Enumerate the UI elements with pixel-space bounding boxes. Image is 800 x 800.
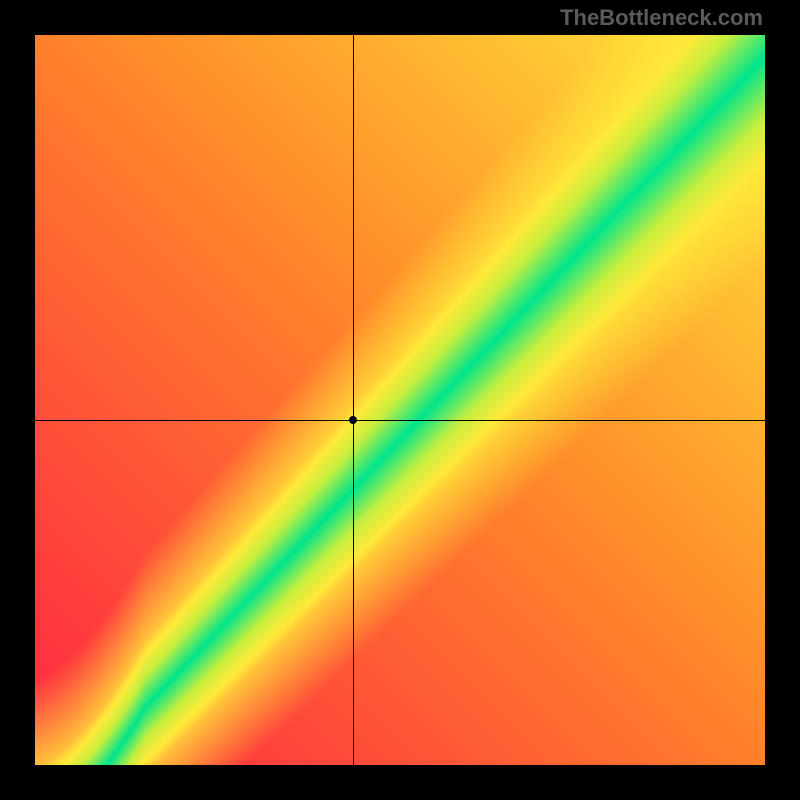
heatmap-canvas	[35, 35, 765, 765]
crosshair-vertical	[353, 35, 354, 765]
watermark-text: TheBottleneck.com	[560, 5, 763, 31]
heatmap-plot-area	[35, 35, 765, 765]
crosshair-marker	[349, 416, 357, 424]
crosshair-horizontal	[35, 420, 765, 421]
chart-frame: TheBottleneck.com	[0, 0, 800, 800]
